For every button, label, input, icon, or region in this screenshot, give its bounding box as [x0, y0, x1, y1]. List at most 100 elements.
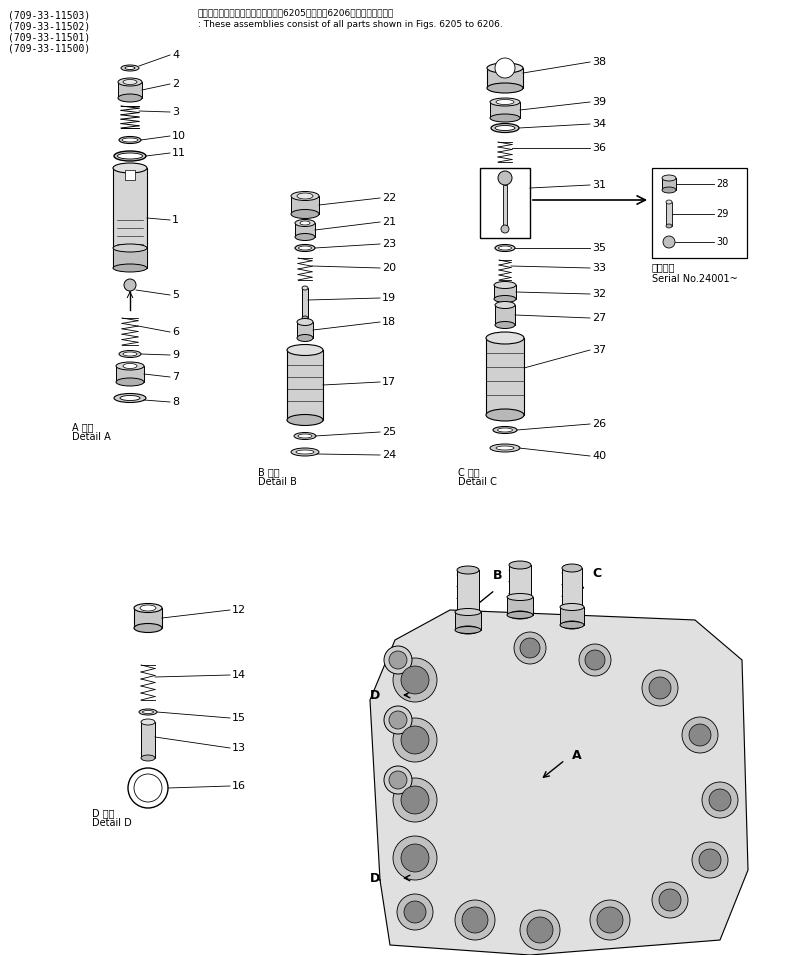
- Bar: [666, 202, 672, 226]
- Ellipse shape: [457, 626, 479, 634]
- Ellipse shape: [298, 434, 312, 438]
- Circle shape: [393, 836, 437, 880]
- Text: A 詳細: A 詳細: [72, 422, 93, 432]
- Ellipse shape: [122, 138, 138, 142]
- Text: 16: 16: [232, 781, 246, 791]
- Ellipse shape: [495, 125, 515, 131]
- Bar: [487, 68, 523, 88]
- Text: 38: 38: [592, 57, 606, 67]
- Bar: [295, 223, 315, 237]
- Bar: [652, 168, 747, 258]
- Text: 19: 19: [382, 293, 396, 303]
- Bar: [480, 168, 530, 238]
- Text: B 詳細: B 詳細: [258, 467, 280, 477]
- Text: 2: 2: [172, 79, 179, 89]
- Text: (709-33-11501): (709-33-11501): [8, 32, 90, 42]
- Circle shape: [663, 236, 675, 248]
- Ellipse shape: [125, 67, 135, 70]
- Ellipse shape: [666, 200, 672, 204]
- Ellipse shape: [114, 393, 146, 402]
- Text: 32: 32: [592, 289, 606, 299]
- Circle shape: [590, 900, 630, 940]
- Text: C: C: [592, 567, 601, 580]
- Ellipse shape: [490, 444, 520, 452]
- Ellipse shape: [296, 450, 314, 454]
- Ellipse shape: [294, 433, 316, 439]
- Text: (709-33-11502): (709-33-11502): [8, 21, 90, 31]
- Bar: [562, 568, 582, 625]
- Text: 9: 9: [172, 350, 179, 360]
- Bar: [503, 185, 507, 225]
- Ellipse shape: [291, 192, 319, 201]
- Ellipse shape: [142, 711, 153, 713]
- Ellipse shape: [498, 428, 513, 432]
- Text: Detail A: Detail A: [72, 432, 111, 442]
- Circle shape: [659, 889, 681, 911]
- Text: 10: 10: [172, 131, 186, 141]
- Bar: [113, 168, 147, 268]
- Bar: [302, 288, 308, 318]
- Text: 24: 24: [382, 450, 397, 460]
- Text: 33: 33: [592, 263, 606, 273]
- Ellipse shape: [134, 624, 162, 632]
- Ellipse shape: [300, 221, 310, 225]
- Text: 30: 30: [716, 237, 728, 247]
- Text: 4: 4: [172, 50, 179, 60]
- Ellipse shape: [486, 409, 524, 421]
- Text: 40: 40: [592, 451, 606, 461]
- Bar: [509, 565, 531, 615]
- Ellipse shape: [455, 626, 481, 633]
- Text: 35: 35: [592, 243, 606, 253]
- Text: 37: 37: [592, 345, 606, 355]
- Circle shape: [124, 279, 136, 291]
- Circle shape: [389, 711, 407, 729]
- Ellipse shape: [662, 187, 676, 193]
- Bar: [507, 597, 533, 615]
- Ellipse shape: [291, 209, 319, 219]
- Circle shape: [709, 789, 731, 811]
- Circle shape: [498, 171, 512, 185]
- Ellipse shape: [123, 364, 137, 369]
- Ellipse shape: [287, 414, 323, 426]
- Ellipse shape: [291, 448, 319, 456]
- Text: Detail B: Detail B: [258, 477, 297, 487]
- Text: (709-33-11500): (709-33-11500): [8, 43, 90, 53]
- Ellipse shape: [113, 244, 147, 252]
- Bar: [495, 305, 515, 325]
- Ellipse shape: [560, 622, 584, 628]
- Ellipse shape: [455, 608, 481, 616]
- Bar: [490, 102, 520, 118]
- Circle shape: [649, 677, 671, 699]
- Ellipse shape: [496, 446, 514, 450]
- Ellipse shape: [486, 332, 524, 344]
- Ellipse shape: [118, 78, 142, 86]
- Ellipse shape: [495, 322, 515, 329]
- Text: 36: 36: [592, 143, 606, 153]
- Bar: [118, 82, 142, 98]
- Text: 21: 21: [382, 217, 396, 227]
- Text: 3: 3: [172, 107, 179, 117]
- Circle shape: [384, 706, 412, 734]
- Ellipse shape: [140, 605, 156, 611]
- Circle shape: [501, 225, 509, 233]
- Ellipse shape: [496, 99, 514, 104]
- Ellipse shape: [562, 621, 582, 629]
- Text: 27: 27: [592, 313, 606, 323]
- Circle shape: [389, 771, 407, 789]
- Text: 22: 22: [382, 193, 397, 203]
- Text: 6: 6: [172, 327, 179, 337]
- Circle shape: [397, 894, 433, 930]
- Ellipse shape: [123, 352, 137, 356]
- Ellipse shape: [498, 246, 511, 250]
- Circle shape: [462, 907, 488, 933]
- Ellipse shape: [295, 220, 315, 226]
- Text: 14: 14: [232, 670, 246, 680]
- Text: D: D: [370, 689, 380, 702]
- Ellipse shape: [295, 244, 315, 251]
- Ellipse shape: [494, 282, 516, 288]
- Polygon shape: [370, 610, 748, 955]
- Circle shape: [682, 717, 718, 753]
- Ellipse shape: [507, 611, 533, 619]
- Circle shape: [642, 670, 678, 706]
- Circle shape: [128, 768, 168, 808]
